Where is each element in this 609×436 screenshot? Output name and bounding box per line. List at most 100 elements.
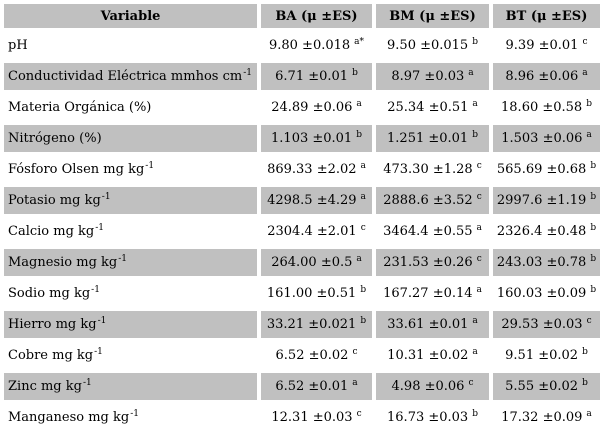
variable-label: Hierro mg kg (8, 317, 97, 332)
value-bt: 5.55 ±0.02 (505, 379, 579, 394)
significance-letter-bm: a (468, 68, 474, 78)
significance-letter-bm: b (472, 409, 478, 419)
variable-label: Manganeso mg kg (8, 410, 130, 425)
value-cell-ba: 4298.5 ±4.29 a (261, 187, 372, 214)
value-bm: 2888.6 ±3.52 (383, 193, 473, 208)
value-cell-bt: 2997.6 ±1.19 b (493, 187, 600, 214)
value-cell-bt: 5.55 ±0.02 b (493, 373, 600, 400)
value-cell-bt: 18.60 ±0.58 b (493, 94, 600, 121)
variable-cell: Materia Orgánica (%) (4, 94, 257, 121)
significance-letter-ba: a (360, 161, 366, 171)
value-bt: 8.96 ±0.06 (505, 69, 579, 84)
table-row: Calcio mg kg-1 2304.4 ±2.01 c 3464.4 ±0.5… (4, 218, 600, 245)
value-cell-ba: 12.31 ±0.03 c (261, 404, 372, 431)
value-bt: 2997.6 ±1.19 (496, 193, 587, 208)
value-cell-bm: 1.251 ±0.01 b (376, 125, 489, 152)
significance-letter-ba: c (352, 347, 358, 357)
value-ba: 24.89 ±0.06 (271, 100, 353, 115)
significance-letter-bm: a (476, 285, 482, 295)
value-bm: 3464.4 ±0.55 (383, 224, 473, 239)
table-row: Hierro mg kg-1 33.21 ±0.021 b 33.61 ±0.01… (4, 311, 600, 338)
variable-superscript: -1 (243, 68, 252, 78)
significance-letter-ba: a (360, 192, 366, 202)
value-bt: 243.03 ±0.78 (496, 255, 587, 270)
significance-letter-ba: b (356, 130, 362, 140)
value-ba: 6.52 ±0.01 (275, 379, 349, 394)
value-cell-ba: 1.103 ±0.01 b (261, 125, 372, 152)
value-cell-bm: 473.30 ±1.28 c (376, 156, 489, 183)
significance-letter-ba: c (356, 409, 362, 419)
variable-label: Potasio mg kg (8, 193, 101, 208)
variable-superscript: -1 (101, 192, 111, 202)
value-bt: 17.32 ±0.09 (501, 410, 583, 425)
column-header-variable: Variable (4, 4, 257, 28)
significance-letter-bm: a (476, 223, 482, 233)
table-row: Manganeso mg kg-1 12.31 ±0.03 c 16.73 ±0.… (4, 404, 600, 431)
value-bt: 160.03 ±0.09 (496, 286, 587, 301)
value-cell-ba: 33.21 ±0.021 b (261, 311, 372, 338)
value-cell-bt: 243.03 ±0.78 b (493, 249, 600, 276)
significance-letter-ba: a (352, 378, 358, 388)
table-row: Cobre mg kg-1 6.52 ±0.02 c 10.31 ±0.02 a 9… (4, 342, 600, 369)
variable-cell: Sodio mg kg-1 (4, 280, 257, 307)
variable-label: Materia Orgánica (%) (8, 100, 152, 115)
table-row: Potasio mg kg-1 4298.5 ±4.29 a 2888.6 ±3.… (4, 187, 600, 214)
table-row: Nitrógeno (%) 1.103 ±0.01 b 1.251 ±0.01 b … (4, 125, 600, 152)
value-bt: 29.53 ±0.03 (501, 317, 583, 332)
value-cell-bt: 565.69 ±0.68 b (493, 156, 600, 183)
significance-letter-bm: a (472, 99, 478, 109)
significance-letter-bt: b (582, 378, 588, 388)
value-bm: 9.50 ±0.015 (387, 38, 469, 53)
value-cell-ba: 264.00 ±0.5 a (261, 249, 372, 276)
variable-cell: Magnesio mg kg-1 (4, 249, 257, 276)
value-bm: 25.34 ±0.51 (387, 100, 469, 115)
significance-letter-bt: b (590, 192, 597, 202)
significance-letter-ba: a* (354, 37, 365, 47)
significance-letter-bt: b (590, 161, 597, 171)
value-cell-bt: 17.32 ±0.09 a (493, 404, 600, 431)
variable-superscript: -1 (130, 409, 139, 419)
table-row: Magnesio mg kg-1 264.00 ±0.5 a 231.53 ±0.… (4, 249, 600, 276)
variable-cell: Conductividad Eléctrica mmhos cm-1 (4, 63, 257, 90)
value-cell-bt: 8.96 ±0.06 a (493, 63, 600, 90)
variable-label: Calcio mg kg (8, 224, 95, 239)
value-bt: 565.69 ±0.68 (496, 162, 587, 177)
value-cell-bt: 160.03 ±0.09 b (493, 280, 600, 307)
significance-letter-bt: c (582, 37, 588, 47)
variable-label: Magnesio mg kg (8, 255, 118, 270)
value-cell-bm: 25.34 ±0.51 a (376, 94, 489, 121)
significance-letter-bt: b (590, 285, 597, 295)
significance-letter-bt: b (586, 99, 592, 109)
value-ba: 4298.5 ±4.29 (267, 193, 357, 208)
value-bt: 18.60 ±0.58 (501, 100, 583, 115)
value-cell-bm: 8.97 ±0.03 a (376, 63, 489, 90)
variable-superscript: -1 (118, 254, 127, 264)
value-bt: 2326.4 ±0.48 (496, 224, 587, 239)
table-row: Sodio mg kg-1 161.00 ±0.51 b 167.27 ±0.14… (4, 280, 600, 307)
table-row: Zinc mg kg-1 6.52 ±0.01 a 4.98 ±0.06 c 5.5… (4, 373, 600, 400)
significance-letter-ba: b (360, 285, 367, 295)
value-bm: 10.31 ±0.02 (387, 348, 469, 363)
value-cell-bm: 2888.6 ±3.52 c (376, 187, 489, 214)
significance-letter-bm: c (476, 161, 482, 171)
significance-letter-bm: c (476, 254, 482, 264)
value-ba: 2304.4 ±2.01 (267, 224, 357, 239)
value-ba: 869.33 ±2.02 (267, 162, 357, 177)
value-bm: 4.98 ±0.06 (391, 379, 465, 394)
value-bm: 473.30 ±1.28 (383, 162, 473, 177)
significance-letter-bm: b (472, 130, 478, 140)
significance-letter-bm: c (476, 192, 482, 202)
value-cell-bm: 10.31 ±0.02 a (376, 342, 489, 369)
significance-letter-ba: a (356, 254, 362, 264)
significance-letter-bm: c (468, 378, 474, 388)
significance-letter-bt: b (590, 223, 597, 233)
value-ba: 161.00 ±0.51 (266, 286, 357, 301)
value-bm: 33.61 ±0.01 (387, 317, 469, 332)
column-header-bt: BT (μ ±ES) (493, 4, 600, 28)
significance-letter-bt: c (586, 316, 592, 326)
significance-letter-ba: b (352, 68, 358, 78)
variable-cell: Hierro mg kg-1 (4, 311, 257, 338)
variable-superscript: -1 (82, 378, 92, 388)
table-row: Materia Orgánica (%) 24.89 ±0.06 a 25.34 … (4, 94, 600, 121)
value-cell-ba: 6.52 ±0.01 a (261, 373, 372, 400)
